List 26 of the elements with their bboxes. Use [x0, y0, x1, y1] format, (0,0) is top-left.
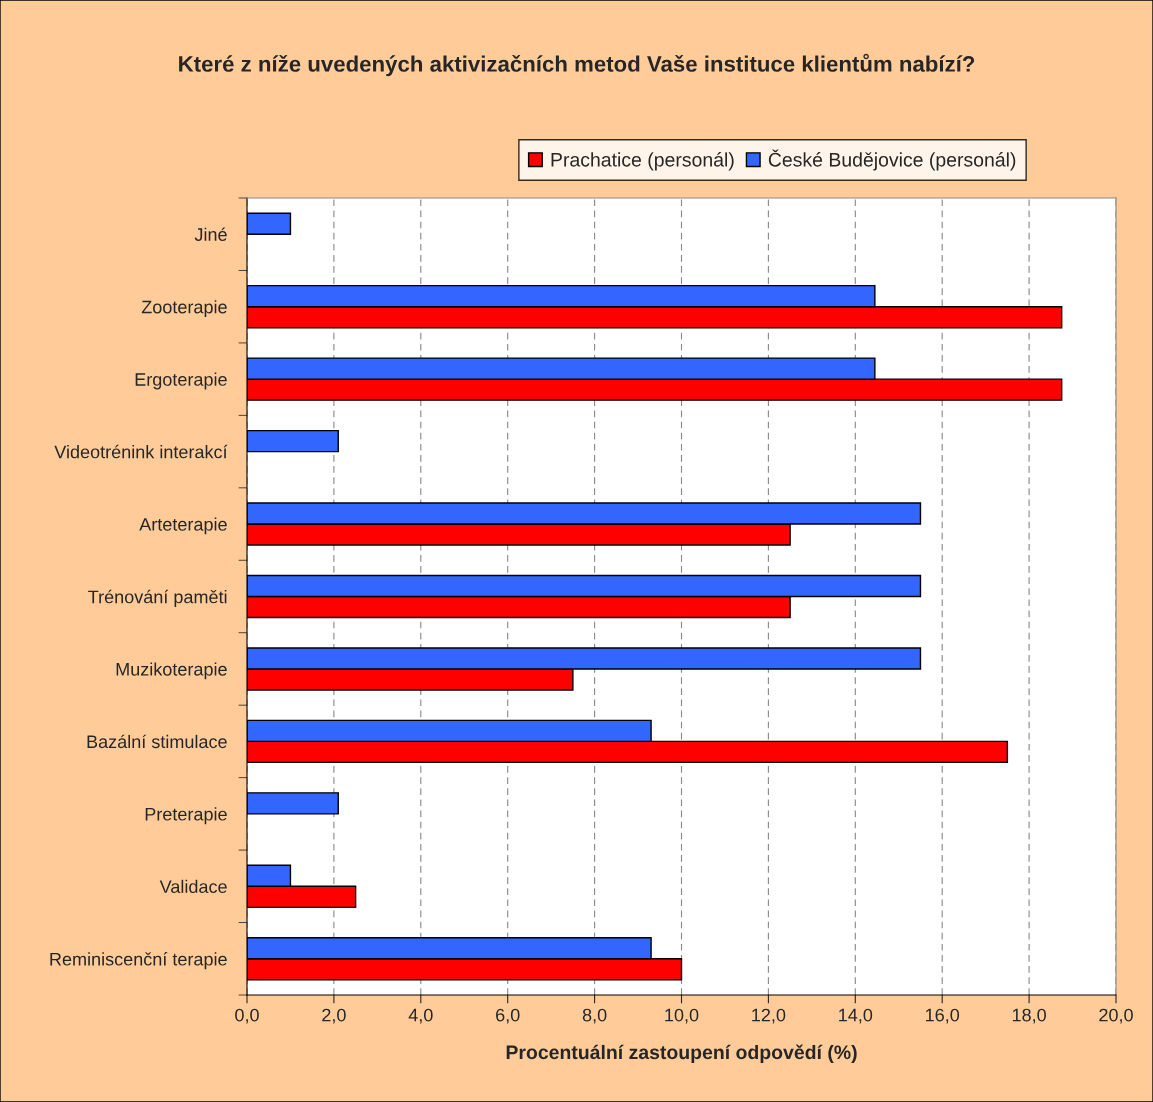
- x-tick-label: 2,0: [322, 1008, 346, 1024]
- x-tick-label: 4,0: [408, 1008, 433, 1024]
- x-tick-label: 14,0: [839, 1008, 873, 1024]
- x-tick-label: 18,0: [1012, 1008, 1046, 1024]
- y-tick-label: Arteterapie: [139, 517, 227, 535]
- x-tick-label: 12,0: [752, 1008, 786, 1024]
- y-tick-label: Reminiscenční terapie: [50, 952, 227, 970]
- y-tick-label: Ergoterapie: [135, 372, 227, 390]
- legend-label: České Budějovice (personál): [768, 149, 1016, 171]
- x-tick-label: 6,0: [496, 1008, 520, 1024]
- y-tick-label: Jiné: [194, 227, 227, 241]
- chart-title: Které z níže uvedených aktivizačních metod Vaše instituce klientům nabízí?: [179, 53, 975, 77]
- x-tick-label: 20,0: [1099, 1008, 1133, 1024]
- x-tick-label: 16,0: [926, 1008, 960, 1024]
- legend-label: Prachatice (personál): [551, 152, 734, 171]
- x-tick-label: 0,0: [235, 1008, 259, 1024]
- y-tick-label: Preterapie: [145, 807, 227, 825]
- y-tick-label: Videotrénink interakcí: [54, 444, 228, 459]
- y-tick-label: Bazální stimulace: [87, 734, 227, 749]
- x-tick-label: 8,0: [582, 1008, 607, 1024]
- x-axis-title: Procentuální zastoupení odpovědí (%): [506, 1044, 857, 1064]
- y-tick-label: Trénování paměti: [88, 589, 227, 607]
- y-tick-label: Zooterapie: [141, 300, 227, 317]
- y-tick-label: Validace: [159, 879, 227, 894]
- x-tick-label: 10,0: [665, 1008, 699, 1024]
- y-tick-label: Muzikoterapie: [116, 662, 227, 680]
